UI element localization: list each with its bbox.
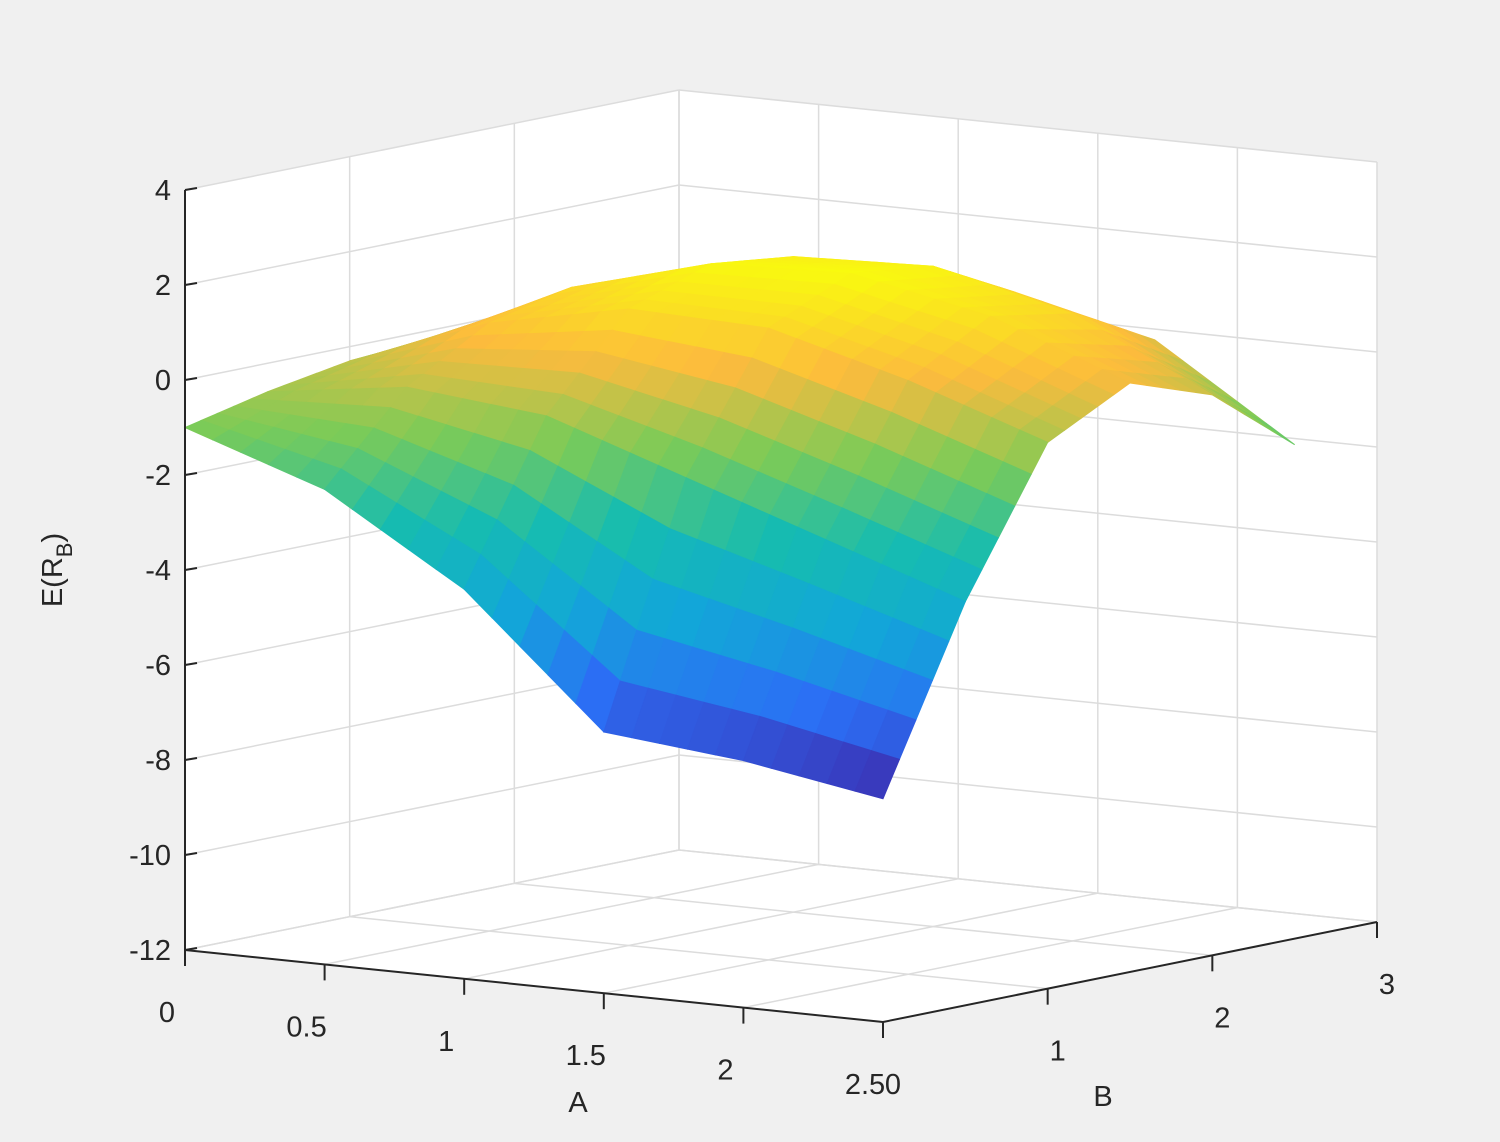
grid-line	[184, 184, 680, 286]
z-tick-label: 4	[155, 175, 171, 207]
grid-line	[184, 849, 680, 951]
y-tick-label: 0	[885, 1069, 901, 1101]
y-tick-label: 3	[1379, 969, 1395, 1001]
grid-line	[184, 89, 680, 191]
z-axis-label: E(RB)	[37, 533, 77, 607]
y-axis-label: B	[1093, 1081, 1112, 1113]
grid-line	[743, 906, 1238, 1009]
surface-patch	[854, 750, 901, 800]
grid-line	[349, 915, 1048, 990]
z-label-close: )	[37, 533, 69, 543]
grid-line	[678, 89, 1378, 163]
pane	[185, 850, 1377, 1022]
surface	[183, 256, 1295, 800]
grid-line	[678, 849, 1378, 923]
x-tick-label: 2.5	[845, 1069, 885, 1101]
x-tick-label: 1	[438, 1026, 454, 1058]
y-tick-label: 1	[1050, 1036, 1066, 1068]
x-axis-line	[184, 949, 884, 1023]
grid-line	[324, 863, 819, 966]
z-tick-label: -12	[129, 935, 171, 967]
z-tick	[184, 187, 198, 191]
grid-line	[184, 754, 680, 856]
z-tick	[184, 282, 198, 286]
y-axis-line	[882, 921, 1378, 1023]
y-tick-label: 2	[1214, 1002, 1230, 1034]
z-tick	[184, 852, 198, 856]
z-tick-label: -4	[145, 555, 171, 587]
z-tick-label: 0	[155, 365, 171, 397]
z-tick	[184, 472, 198, 476]
z-label-sub: B	[52, 543, 77, 558]
z-tick-label: -6	[145, 650, 171, 682]
grid-line	[464, 878, 959, 980]
z-tick-label: 2	[155, 270, 171, 302]
grid-line	[514, 882, 1213, 957]
z-tick-label: -10	[129, 840, 171, 872]
x-tick-label: 0.5	[286, 1011, 326, 1043]
x-tick-label: 0	[159, 997, 175, 1029]
z-tick	[184, 662, 198, 666]
z-tick-label: -2	[145, 460, 171, 492]
z-tick	[184, 947, 198, 951]
grid-line	[678, 184, 1378, 258]
x-tick-label: 2	[717, 1055, 733, 1087]
x-axis-label: A	[568, 1087, 588, 1119]
z-tick-label: -8	[145, 745, 171, 777]
grid-line	[603, 892, 1098, 994]
z-label-main: E(R	[37, 557, 69, 607]
x-tick-label: 1.5	[566, 1040, 606, 1072]
z-tick	[184, 377, 198, 381]
z-tick	[184, 757, 198, 761]
z-tick	[184, 567, 198, 571]
